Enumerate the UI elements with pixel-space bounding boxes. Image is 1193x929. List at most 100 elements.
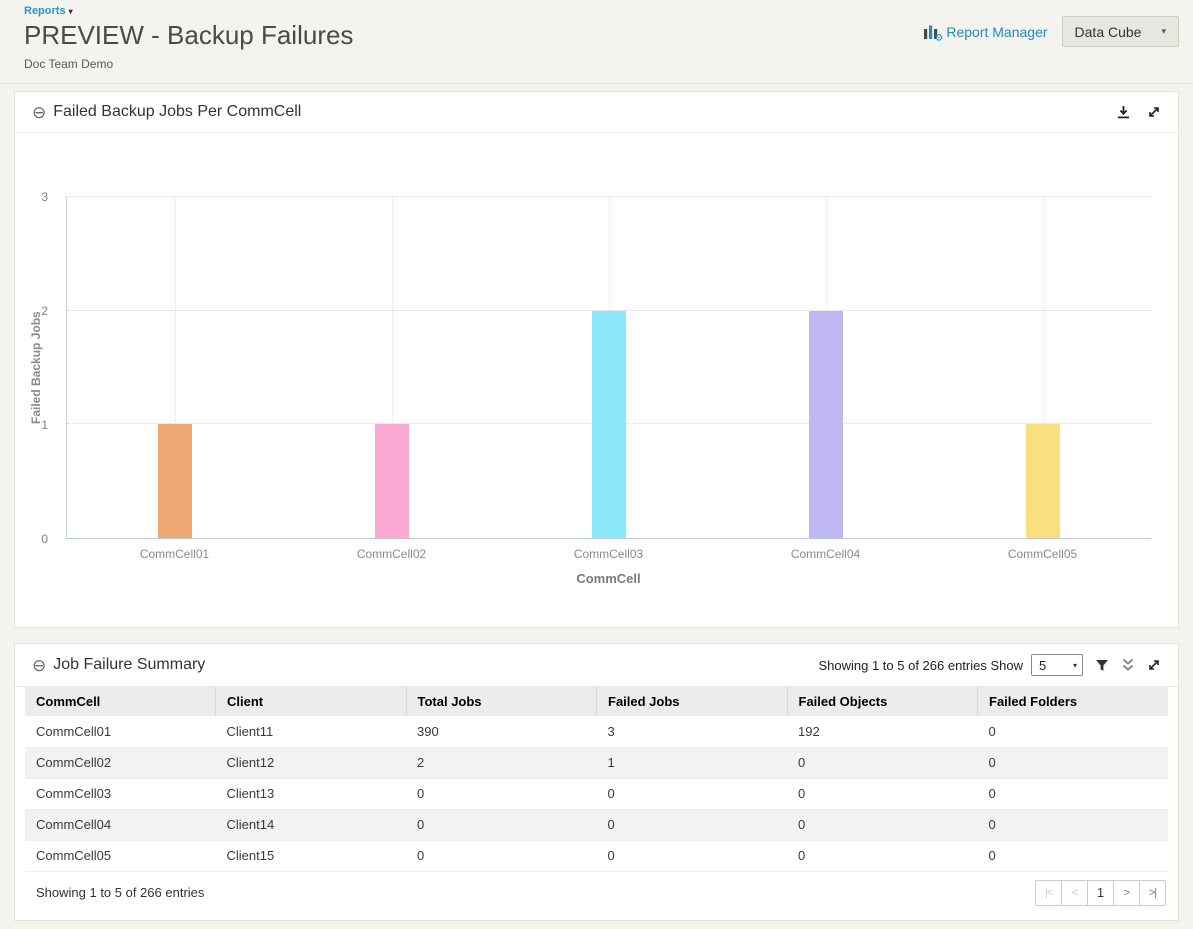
x-axis-title: CommCell (576, 571, 641, 586)
table-cell: CommCell02 (25, 747, 216, 779)
x-tick-label: CommCell02 (356, 547, 427, 561)
chart-plot-area (66, 196, 1151, 539)
table-row: CommCell01 Client11 390 3 192 0 (25, 716, 1168, 748)
y-tick-label: 3 (41, 190, 48, 204)
double-chevron-down-icon[interactable] (1121, 658, 1135, 672)
bar-CommCell01[interactable] (158, 424, 193, 538)
table-row: CommCell03 Client13 0 0 0 0 (25, 778, 1168, 810)
bar-CommCell04[interactable] (808, 310, 843, 538)
column-header[interactable]: Failed Objects (787, 687, 978, 716)
table-cell: Client13 (215, 778, 406, 810)
first-page-button[interactable]: |< (1035, 879, 1062, 906)
download-icon[interactable] (1116, 105, 1131, 120)
x-tick-label: CommCell05 (1007, 547, 1078, 561)
column-header[interactable]: Client (215, 687, 407, 716)
table-panel-title: Job Failure Summary (53, 656, 206, 673)
table-cell: 0 (596, 840, 787, 872)
table-cell: 3 (596, 716, 787, 748)
bar-CommCell02[interactable] (375, 424, 410, 538)
y-tick-label: 2 (41, 304, 48, 318)
table-cell: 0 (596, 809, 787, 841)
table-row: CommCell02 Client12 2 1 0 0 (25, 747, 1168, 779)
table-cell: 192 (787, 716, 978, 748)
chevron-down-icon: ▾ (1161, 26, 1166, 36)
chart-x-categories: CommCell01 CommCell02 CommCell03 CommCell04… (66, 547, 1151, 561)
column-header[interactable]: CommCell (25, 687, 216, 716)
data-cube-dropdown[interactable]: Data Cube ▾ (1061, 16, 1179, 47)
page-title: PREVIEW - Backup Failures (24, 20, 354, 50)
current-page-button[interactable]: 1 (1087, 879, 1114, 906)
expand-icon[interactable] (1147, 658, 1161, 672)
column-header[interactable]: Failed Jobs (596, 687, 788, 716)
table-cell: 0 (787, 747, 978, 779)
table-cell: CommCell05 (25, 840, 216, 872)
next-page-button[interactable]: > (1113, 879, 1140, 906)
header-actions: ⚙ Report Manager Data Cube ▾ (923, 16, 1179, 47)
x-tick-label: CommCell03 (573, 547, 644, 561)
vertical-gridline (175, 197, 177, 538)
table-cell: 0 (977, 809, 1168, 841)
table-row: CommCell04 Client14 0 0 0 0 (25, 809, 1168, 841)
table-cell: 390 (406, 716, 597, 748)
column-header[interactable]: Total Jobs (406, 687, 597, 716)
table-cell: 0 (406, 840, 597, 872)
table-cell: CommCell03 (25, 778, 216, 810)
table-cell: Client14 (215, 809, 406, 841)
table-cell: 0 (406, 778, 597, 810)
table-panel-header: ⊖ Job Failure Summary Showing 1 to 5 of … (15, 644, 1178, 687)
breadcrumb-label[interactable]: Reports (24, 5, 66, 17)
vertical-gridline (1042, 197, 1044, 538)
table-cell: Client12 (215, 747, 406, 779)
chart-bar-slot (501, 197, 718, 538)
bar-CommCell03[interactable] (591, 310, 626, 538)
table-cell: 1 (596, 747, 787, 779)
page-size-select[interactable]: 5 ▾ (1031, 654, 1083, 676)
table-cell: Client15 (215, 840, 406, 872)
table-status-text: Showing 1 to 5 of 266 entries Show (818, 657, 1023, 673)
gear-icon: ⚙ (934, 33, 944, 44)
chart-bar-slot (284, 197, 501, 538)
collapse-icon[interactable]: ⊖ (32, 655, 47, 675)
summary-table-body: CommCell01 Client11 390 3 192 0 CommCell02 Clie… (25, 716, 1168, 872)
collapse-icon[interactable]: ⊖ (32, 102, 47, 122)
x-tick-label: CommCell04 (790, 547, 861, 561)
report-manager-label[interactable]: Report Manager (946, 23, 1048, 40)
table-panel: ⊖ Job Failure Summary Showing 1 to 5 of … (14, 643, 1179, 921)
table-cell: Client11 (215, 716, 406, 748)
chart-bar-slot (934, 197, 1151, 538)
last-page-button[interactable]: >| (1139, 879, 1166, 906)
chevron-down-icon: ▾ (68, 7, 73, 16)
table-cell: 0 (787, 809, 978, 841)
table-cell: 0 (977, 840, 1168, 872)
horizontal-gridline (67, 196, 1151, 197)
chart-plot-slots (67, 197, 1151, 538)
table-cell: 0 (977, 747, 1168, 779)
bar-CommCell05[interactable] (1025, 424, 1060, 538)
filter-icon[interactable] (1095, 659, 1109, 672)
table-cell: 2 (406, 747, 597, 779)
table-footer: Showing 1 to 5 of 266 entries |< < 1 > >… (15, 872, 1178, 906)
breadcrumb[interactable]: Reports ▾ (24, 5, 1169, 17)
data-cube-label: Data Cube (1074, 23, 1142, 40)
y-tick-label: 1 (41, 418, 48, 432)
chart-y-ticks: 0 1 2 3 (15, 190, 60, 546)
table-cell: 0 (787, 840, 978, 872)
chart-panel-title: Failed Backup Jobs Per CommCell (53, 103, 302, 120)
table-cell: CommCell01 (25, 716, 216, 748)
table-cell: CommCell04 (25, 809, 216, 841)
report-manager-link[interactable]: ⚙ Report Manager (923, 23, 1048, 44)
table-cell: 0 (977, 778, 1168, 810)
column-header[interactable]: Failed Folders (977, 687, 1168, 716)
table-cell: 0 (596, 778, 787, 810)
chart-panel-header: ⊖ Failed Backup Jobs Per CommCell (15, 92, 1178, 133)
prev-page-button[interactable]: < (1061, 879, 1088, 906)
chart-bar-slot (717, 197, 934, 538)
page-size-value: 5 (1039, 657, 1047, 673)
footer-status-text: Showing 1 to 5 of 266 entries (36, 885, 205, 900)
pagination: |< < 1 > >| (1035, 879, 1166, 906)
expand-icon[interactable] (1147, 105, 1161, 119)
y-tick-label: 0 (41, 532, 48, 546)
chart-panel: ⊖ Failed Backup Jobs Per CommCell Failed… (14, 91, 1179, 628)
vertical-gridline (392, 197, 394, 538)
